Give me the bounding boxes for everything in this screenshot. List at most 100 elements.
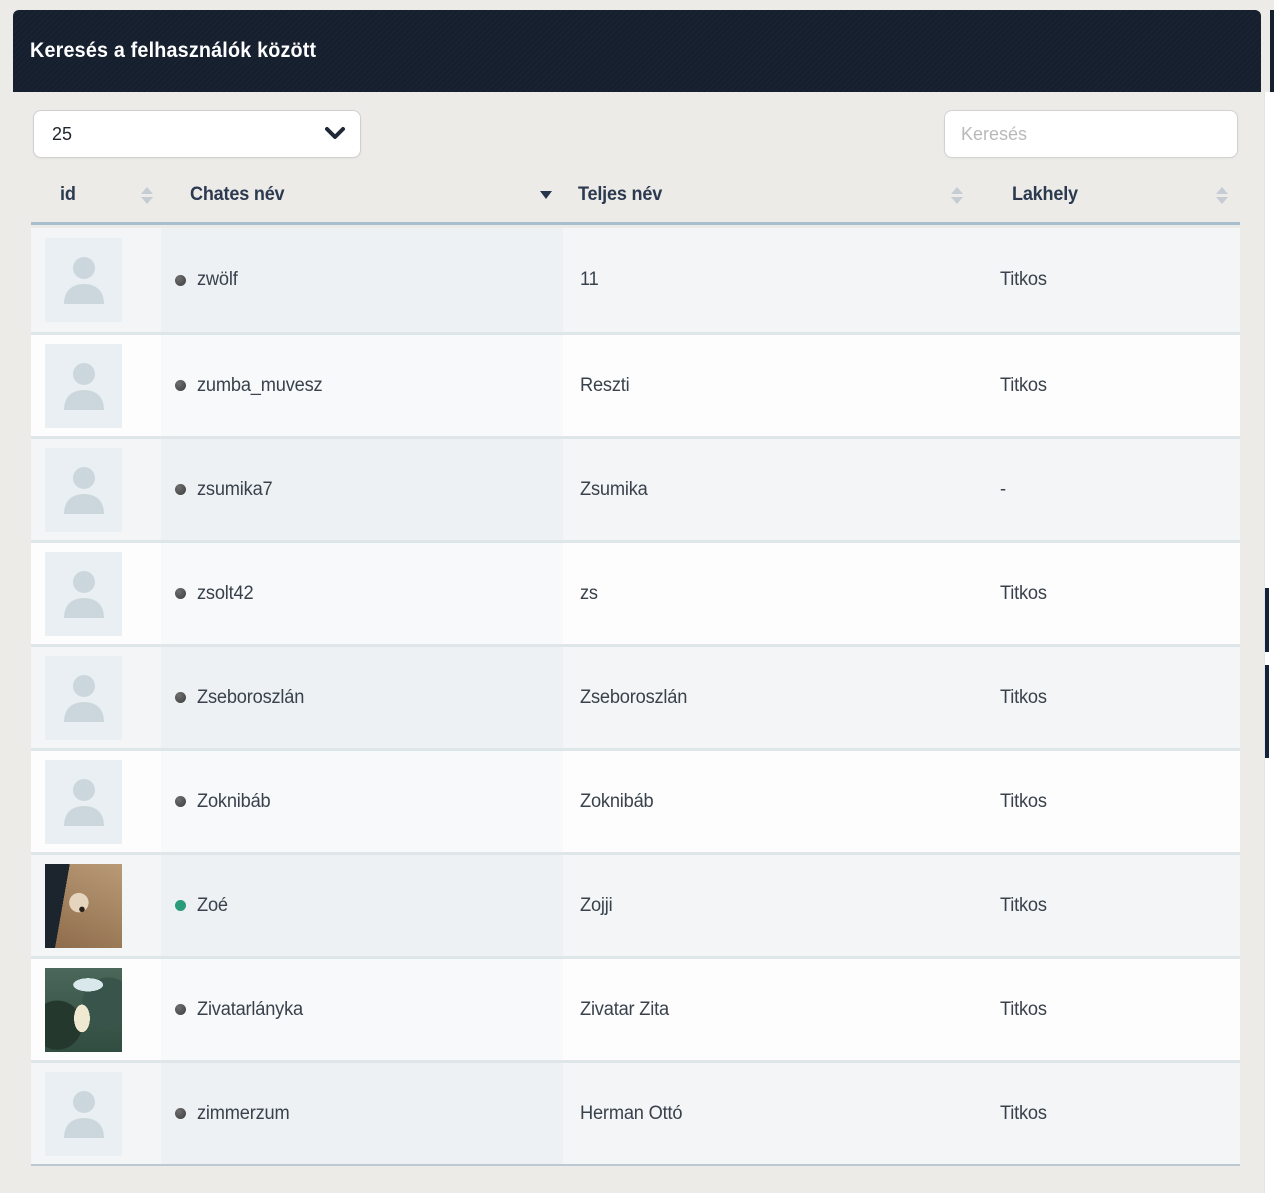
column-label: id: [60, 184, 76, 205]
fullname-cell: Zseboroszlán: [563, 647, 963, 748]
location-cell: Titkos: [963, 335, 1240, 436]
location-cell: Titkos: [963, 959, 1240, 1060]
table-row[interactable]: zwölf 11 Titkos: [31, 228, 1240, 332]
column-header-username[interactable]: Chates név: [161, 168, 563, 222]
column-label: Teljes név: [578, 184, 663, 205]
fullname-text: Zojji: [580, 894, 613, 916]
username-cell: Zseboroszlán: [161, 647, 563, 748]
status-dot-icon: [175, 692, 186, 703]
status-dot-icon: [175, 1004, 186, 1015]
status-dot-icon: [175, 1108, 186, 1119]
sort-both-icon[interactable]: [1216, 186, 1228, 204]
status-dot-icon: [175, 796, 186, 807]
avatar-cell: [31, 751, 161, 852]
location-text: Titkos: [1000, 998, 1047, 1020]
fullname-text: 11: [580, 269, 599, 290]
user-placeholder-icon: [63, 674, 104, 722]
adjacent-panel-dark-block: [1265, 588, 1269, 652]
username-cell: Zoknibáb: [161, 751, 563, 852]
avatar[interactable]: [45, 967, 122, 1052]
location-text: Titkos: [1000, 269, 1047, 290]
username-text: Zoknibáb: [197, 790, 271, 812]
table-row[interactable]: zimmerzum Herman Ottó Titkos: [31, 1060, 1240, 1164]
avatar[interactable]: [45, 1071, 122, 1156]
sort-desc-icon[interactable]: [540, 191, 552, 199]
avatar[interactable]: [45, 551, 122, 636]
fullname-cell: 11: [563, 228, 963, 332]
column-header-location[interactable]: Lakhely: [963, 168, 1240, 222]
username-cell: Zoé: [161, 855, 563, 956]
username-text: zsolt42: [197, 582, 254, 604]
username-text: Zivatarlányka: [197, 998, 303, 1020]
user-placeholder-icon: [63, 778, 104, 826]
location-cell: Titkos: [963, 751, 1240, 852]
adjacent-panel-header-edge: [1270, 10, 1274, 92]
location-cell: Titkos: [963, 1063, 1240, 1164]
table-row[interactable]: Zseboroszlán Zseboroszlán Titkos: [31, 644, 1240, 748]
status-dot-icon: [175, 484, 186, 495]
table-body: zwölf 11 Titkos zumba_muvesz Reszti Titk…: [31, 228, 1240, 1166]
table-header-row: id Chates név Teljes név Lakhely: [31, 168, 1240, 225]
table-row[interactable]: zumba_muvesz Reszti Titkos: [31, 332, 1240, 436]
page-size-select[interactable]: 25: [33, 110, 361, 158]
fullname-cell: Reszti: [563, 335, 963, 436]
avatar-cell: [31, 439, 161, 540]
adjacent-panel-edge: [1264, 92, 1274, 1193]
avatar-cell: [31, 855, 161, 956]
fullname-text: Reszti: [580, 374, 630, 396]
table-row[interactable]: Zoé Zojji Titkos: [31, 852, 1240, 956]
table-row[interactable]: zsumika7 Zsumika -: [31, 436, 1240, 540]
status-dot-icon: [175, 588, 186, 599]
username-text: Zseboroszlán: [197, 686, 305, 708]
table-row[interactable]: Zivatarlányka Zivatar Zita Titkos: [31, 956, 1240, 1060]
status-dot-icon: [175, 380, 186, 391]
panel-title-bar: Keresés a felhasználók között: [13, 10, 1261, 92]
location-cell: Titkos: [963, 228, 1240, 332]
column-label: Lakhely: [1012, 184, 1078, 205]
avatar[interactable]: [45, 863, 122, 948]
location-cell: -: [963, 439, 1240, 540]
avatar-cell: [31, 1063, 161, 1164]
column-header-fullname[interactable]: Teljes név: [563, 168, 963, 222]
table-row[interactable]: Zoknibáb Zoknibáb Titkos: [31, 748, 1240, 852]
location-cell: Titkos: [963, 855, 1240, 956]
username-cell: zimmerzum: [161, 1063, 563, 1164]
adjacent-panel-dark-block: [1265, 665, 1269, 758]
sort-both-icon[interactable]: [951, 186, 963, 204]
fullname-cell: zs: [563, 543, 963, 644]
fullname-cell: Zojji: [563, 855, 963, 956]
username-text: zwölf: [197, 269, 238, 290]
location-text: Titkos: [1000, 1102, 1047, 1124]
avatar-cell: [31, 959, 161, 1060]
username-text: zsumika7: [197, 478, 273, 500]
table-row[interactable]: zsolt42 zs Titkos: [31, 540, 1240, 644]
fullname-cell: Zivatar Zita: [563, 959, 963, 1060]
sort-both-icon[interactable]: [141, 186, 153, 204]
fullname-text: Zsumika: [580, 478, 648, 500]
fullname-text: zs: [580, 582, 598, 604]
page-size-select-wrap: 25: [33, 110, 361, 158]
panel-title: Keresés a felhasználók között: [30, 39, 317, 62]
user-placeholder-icon: [63, 362, 104, 410]
avatar[interactable]: [45, 655, 122, 740]
user-placeholder-icon: [63, 570, 104, 618]
fullname-cell: Herman Ottó: [563, 1063, 963, 1164]
user-placeholder-icon: [63, 466, 104, 514]
avatar[interactable]: [45, 238, 122, 322]
avatar[interactable]: [45, 447, 122, 532]
fullname-text: Zseboroszlán: [580, 686, 688, 708]
username-cell: Zivatarlányka: [161, 959, 563, 1060]
status-dot-icon: [175, 274, 186, 286]
username-cell: zsolt42: [161, 543, 563, 644]
username-cell: zumba_muvesz: [161, 335, 563, 436]
fullname-text: Herman Ottó: [580, 1102, 683, 1124]
column-header-id[interactable]: id: [31, 168, 161, 222]
location-text: Titkos: [1000, 582, 1047, 604]
avatar-cell: [31, 335, 161, 436]
avatar[interactable]: [45, 759, 122, 844]
username-text: Zoé: [197, 894, 228, 916]
location-text: Titkos: [1000, 374, 1047, 396]
avatar-cell: [31, 647, 161, 748]
avatar[interactable]: [45, 343, 122, 428]
search-input[interactable]: [944, 110, 1238, 158]
